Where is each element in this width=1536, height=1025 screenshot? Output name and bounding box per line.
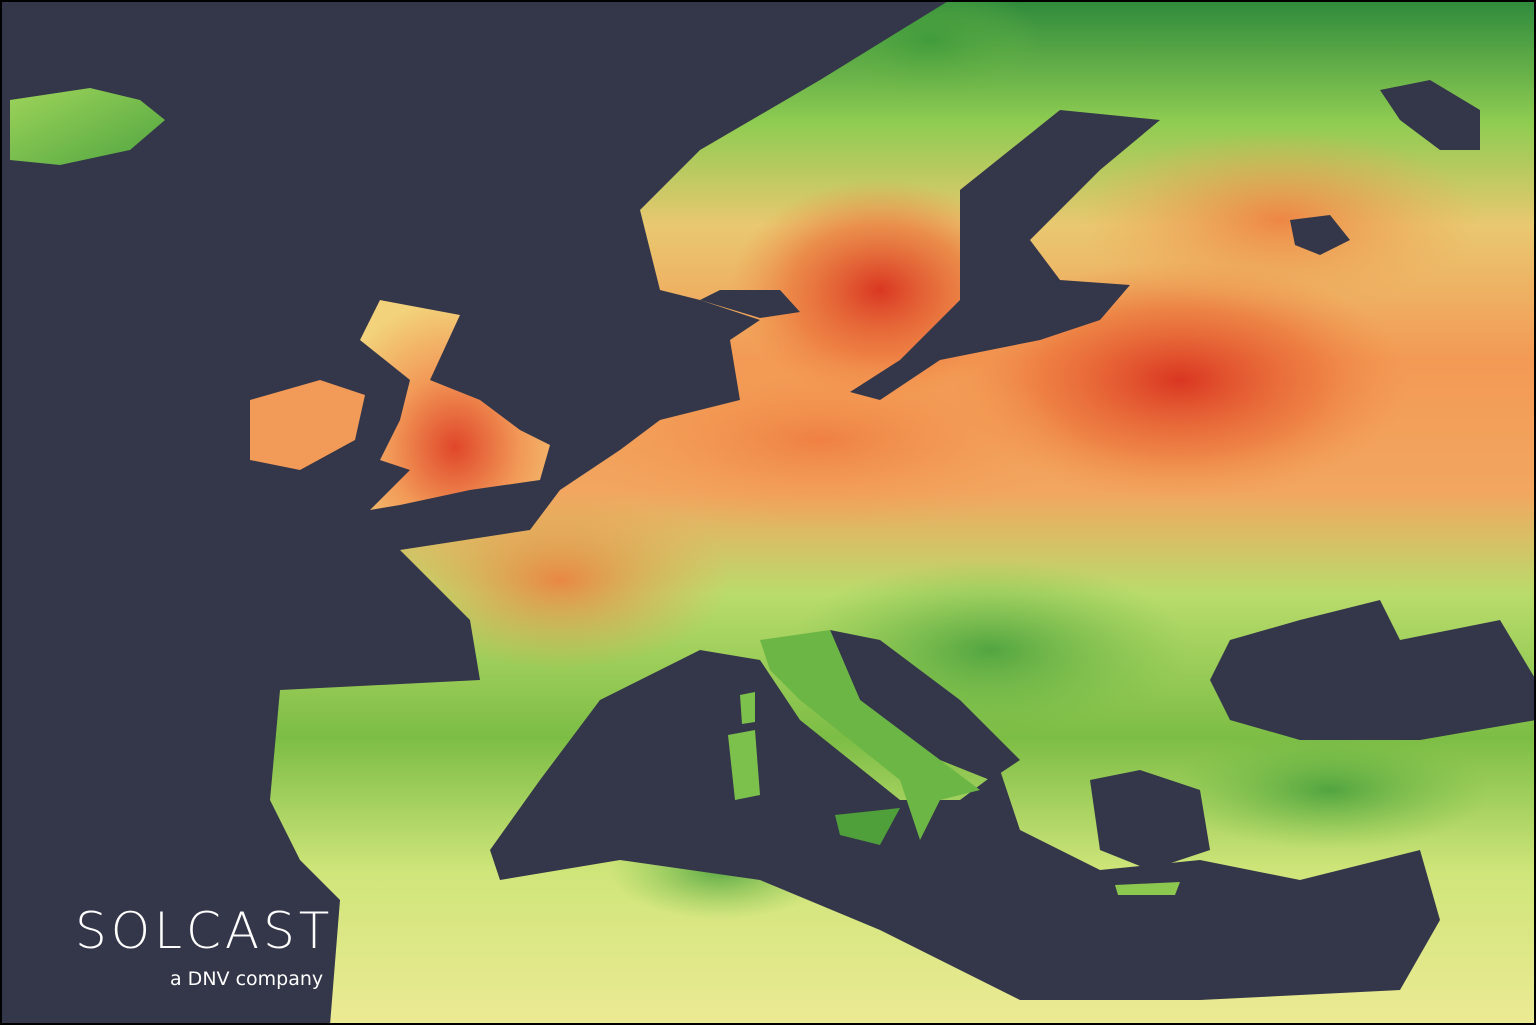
- aegean: [1090, 770, 1210, 870]
- sardinia: [728, 730, 760, 800]
- irradiance-overlay: [390, 0, 1490, 920]
- black-sea: [1210, 600, 1536, 740]
- skagerrak: [700, 290, 800, 318]
- sicily: [835, 808, 900, 845]
- logo-tagline: a DNV company: [170, 968, 323, 990]
- corsica: [740, 692, 755, 724]
- logo-name: SOLCAST: [75, 902, 333, 960]
- great-britain: [360, 300, 550, 510]
- ireland: [250, 380, 365, 470]
- iceland: [10, 88, 165, 165]
- white-sea: [1380, 80, 1480, 150]
- seas: [490, 80, 1536, 1000]
- crete: [1115, 882, 1180, 895]
- baltic-sea: [850, 110, 1160, 400]
- lake-ladoga: [1290, 215, 1350, 255]
- mediterranean: [490, 650, 1440, 1000]
- adriatic: [830, 630, 1020, 780]
- italy: [760, 630, 980, 840]
